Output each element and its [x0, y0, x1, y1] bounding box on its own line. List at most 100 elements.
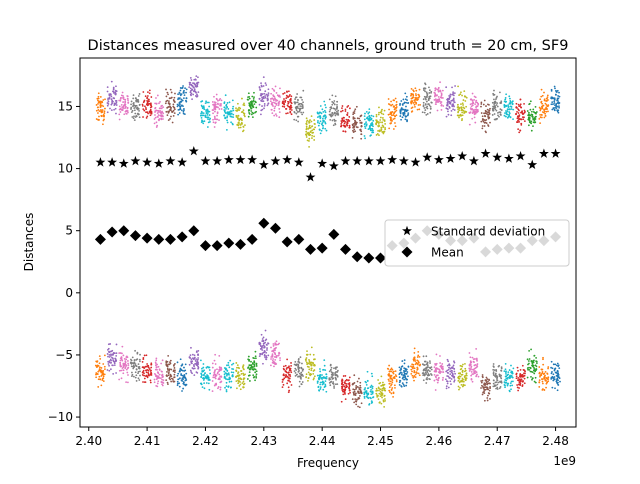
- sample-point: [213, 384, 216, 387]
- sample-point: [130, 108, 132, 110]
- sample-point: [358, 392, 361, 395]
- sample-point: [342, 388, 345, 391]
- sample-point: [500, 369, 502, 372]
- sample-point: [453, 92, 456, 95]
- sample-point: [273, 90, 276, 92]
- sample-point: [554, 387, 556, 390]
- sample-point: [516, 117, 519, 120]
- sample-point: [242, 377, 245, 380]
- sample-point: [205, 110, 208, 113]
- sample-point: [322, 388, 325, 391]
- sample-point: [547, 376, 550, 379]
- sample-point: [250, 360, 252, 363]
- sample-point: [267, 342, 270, 345]
- sample-point: [405, 101, 408, 104]
- sample-point: [275, 102, 278, 105]
- sample-point: [333, 120, 336, 122]
- sample-point: [194, 360, 197, 362]
- sample-point: [437, 89, 440, 92]
- sample-point: [108, 97, 111, 100]
- sample-point: [381, 393, 384, 396]
- sample-point: [413, 347, 416, 350]
- sample-point: [519, 103, 522, 106]
- sample-point: [380, 129, 383, 132]
- sample-point: [480, 105, 482, 108]
- sample-point: [532, 111, 535, 113]
- sample-point: [260, 99, 263, 102]
- sample-point: [551, 101, 554, 104]
- sample-point: [465, 105, 468, 108]
- sample-point: [215, 97, 218, 100]
- sample-point: [95, 109, 98, 112]
- sample-point: [424, 367, 427, 370]
- sample-point: [429, 95, 432, 98]
- sample-point: [178, 97, 181, 99]
- sample-point: [124, 110, 127, 113]
- sample-point: [377, 130, 379, 132]
- sample-point: [235, 114, 238, 117]
- sample-point: [285, 97, 288, 100]
- sample-point: [495, 387, 498, 390]
- sample-point: [250, 365, 253, 368]
- sample-point: [214, 108, 216, 111]
- sample-point: [213, 95, 215, 98]
- sample-point: [556, 372, 559, 375]
- sample-point: [474, 121, 477, 124]
- sample-point: [102, 377, 105, 380]
- sample-point: [399, 379, 401, 382]
- sample-point: [496, 377, 498, 380]
- sample-point: [138, 379, 141, 381]
- sample-point: [378, 382, 381, 385]
- sample-point: [218, 354, 221, 357]
- sample-point: [363, 118, 366, 121]
- sample-point: [413, 352, 416, 354]
- sample-point: [309, 353, 312, 356]
- sample-point: [214, 383, 217, 386]
- std-dev-marker: [375, 155, 386, 166]
- sample-point: [214, 117, 216, 119]
- sample-point: [264, 90, 267, 93]
- sample-point: [312, 372, 315, 375]
- sample-point: [237, 114, 240, 117]
- sample-point: [115, 85, 117, 88]
- std-dev-marker: [188, 145, 199, 156]
- sample-point: [336, 374, 338, 377]
- sample-point: [134, 371, 137, 374]
- sample-point: [381, 121, 383, 124]
- sample-point: [540, 113, 543, 116]
- sample-point: [555, 102, 558, 105]
- sample-point: [507, 373, 510, 376]
- sample-point: [332, 101, 335, 104]
- sample-point: [260, 113, 262, 116]
- sample-point: [162, 118, 164, 120]
- sample-point: [138, 109, 140, 112]
- sample-point: [162, 112, 165, 115]
- sample-point: [360, 125, 363, 128]
- sample-point: [418, 94, 420, 96]
- sample-point: [541, 94, 544, 97]
- sample-point: [305, 121, 308, 123]
- sample-point: [206, 101, 209, 104]
- channel-upper-cluster-5: [141, 89, 153, 119]
- sample-point: [324, 369, 327, 371]
- sample-point: [558, 106, 560, 109]
- sample-point: [110, 95, 113, 98]
- sample-point: [229, 115, 232, 118]
- sample-point: [319, 132, 322, 135]
- sample-point: [507, 104, 510, 106]
- sample-point: [122, 97, 124, 99]
- sample-point: [170, 368, 173, 371]
- sample-point: [312, 370, 315, 372]
- sample-point: [247, 358, 250, 361]
- sample-point: [139, 353, 141, 356]
- sample-point: [149, 114, 152, 117]
- std-dev-marker: [223, 154, 234, 165]
- sample-point: [331, 100, 334, 103]
- sample-point: [261, 98, 264, 101]
- sample-point: [121, 367, 124, 369]
- channel-lower-cluster-22: [340, 375, 351, 403]
- channel-upper-cluster-28: [410, 87, 421, 113]
- channel-lower-cluster-5: [141, 354, 153, 384]
- sample-point: [355, 385, 358, 387]
- sample-point: [508, 114, 510, 117]
